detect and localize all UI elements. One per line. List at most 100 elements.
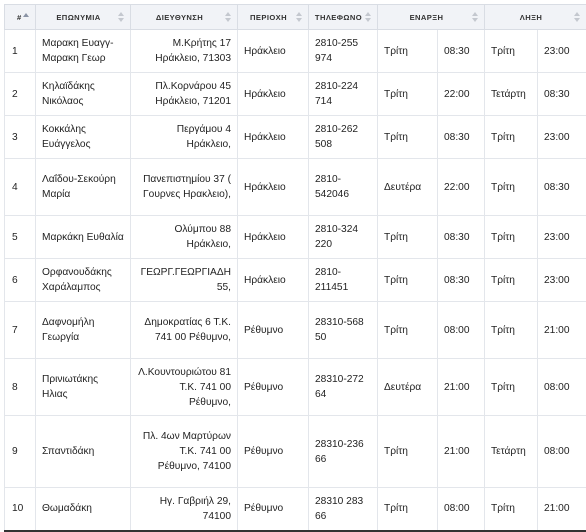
column-header-address-label: ΔΙΕΥΘΥΝΣΗ xyxy=(155,12,204,22)
column-header-phone[interactable]: ΤΗΛΕΦΩΝΟ xyxy=(308,4,378,30)
cell-end-time: 08:30 xyxy=(537,72,586,116)
cell-number: 5 xyxy=(4,215,36,259)
cell-end-day: Τρίτη xyxy=(484,215,538,259)
cell-area: Ρέθυμνο xyxy=(237,415,309,488)
cell-phone: 28310-272 64 xyxy=(308,358,378,416)
cell-name: Κηλαϊδάκης Νικόλαος xyxy=(35,72,131,116)
sort-icon xyxy=(296,12,303,22)
cell-start-day: Τρίτη xyxy=(377,487,438,532)
cell-start-time: 22:00 xyxy=(437,72,485,116)
column-header-name[interactable]: ΕΠΩΝΥΜΙΑ xyxy=(35,4,131,30)
cell-name: Μαρκάκη Ευθαλία xyxy=(35,215,131,259)
cell-number: 1 xyxy=(4,29,36,73)
cell-end-day: Τρίτη xyxy=(484,301,538,359)
column-header-address[interactable]: ΔΙΕΥΘΥΝΣΗ xyxy=(130,4,238,30)
cell-end-time: 21:00 xyxy=(537,301,586,359)
cell-start-day: Δευτέρα xyxy=(377,358,438,416)
column-header-phone-label: ΤΗΛΕΦΩΝΟ xyxy=(314,12,363,22)
cell-area: Ηράκλειο xyxy=(237,29,309,73)
cell-address: Περγάμου 4 Ηράκλειο, xyxy=(130,115,238,159)
table-row: 5 Μαρκάκη Ευθαλία Ολύμπου 88 Ηράκλειο, Η… xyxy=(4,215,586,259)
cell-start-day: Τρίτη xyxy=(377,115,438,159)
column-header-end-label: ΛΗΞΗ xyxy=(519,12,543,22)
table-row: 2 Κηλαϊδάκης Νικόλαος Πλ.Κορνάρου 45 Ηρά… xyxy=(4,72,586,116)
cell-end-time: 23:00 xyxy=(537,29,586,73)
cell-address: ΓΕΩΡΓ.ΓΕΩΡΓΙΑΔΗ 55, xyxy=(130,258,238,302)
header-row: # ΕΠΩΝΥΜΙΑ ΔΙΕΥΘΥΝΣΗ ΠΕΡΙΟΧΗ ΤΗΛΕΦΩΝΟ xyxy=(4,4,586,30)
cell-start-time: 22:00 xyxy=(437,158,485,216)
cell-start-time: 21:00 xyxy=(437,358,485,416)
column-header-area[interactable]: ΠΕΡΙΟΧΗ xyxy=(237,4,309,30)
cell-end-day: Τετάρτη xyxy=(484,415,538,488)
cell-start-time: 08:00 xyxy=(437,487,485,532)
cell-end-time: 08:00 xyxy=(537,415,586,488)
cell-end-time: 23:00 xyxy=(537,115,586,159)
cell-number: 4 xyxy=(4,158,36,216)
column-header-end[interactable]: ΛΗΞΗ xyxy=(484,4,586,30)
cell-end-day: Τρίτη xyxy=(484,29,538,73)
cell-start-time: 08:30 xyxy=(437,29,485,73)
cell-start-day: Δευτέρα xyxy=(377,158,438,216)
table-row: 9 Σπαντιδάκη Πλ. 4ων Μαρτύρων Τ.Κ. 741 0… xyxy=(4,415,586,488)
cell-start-day: Τρίτη xyxy=(377,29,438,73)
cell-phone: 28310-568 50 xyxy=(308,301,378,359)
column-header-start[interactable]: ΕΝΑΡΞΗ xyxy=(377,4,485,30)
column-header-start-label: ΕΝΑΡΞΗ xyxy=(409,12,444,22)
table-row: 6 Ορφανουδάκης Χαράλαμπος ΓΕΩΡΓ.ΓΕΩΡΓΙΑΔ… xyxy=(4,258,586,302)
cell-name: Μαρακη Ευαγγ-Μαρακη Γεωρ xyxy=(35,29,131,73)
column-header-number[interactable]: # xyxy=(4,4,36,30)
cell-phone: 2810-324 220 xyxy=(308,215,378,259)
cell-start-time: 21:00 xyxy=(437,415,485,488)
column-header-name-label: ΕΠΩΝΥΜΙΑ xyxy=(56,12,101,22)
cell-address: Πλ.Κορνάρου 45 Ηράκλειο, 71201 xyxy=(130,72,238,116)
cell-end-day: Τρίτη xyxy=(484,258,538,302)
table-row: 4 Λαΐδου-Σεκούρη Μαρία Πανεπιστημίου 37 … xyxy=(4,158,586,216)
cell-number: 8 xyxy=(4,358,36,416)
cell-phone: 2810-211451 xyxy=(308,258,378,302)
cell-area: Ηράκλειο xyxy=(237,258,309,302)
table-body: 1 Μαρακη Ευαγγ-Μαρακη Γεωρ Μ.Κρήτης 17 Η… xyxy=(4,29,586,532)
cell-area: Ηράκλειο xyxy=(237,72,309,116)
cell-number: 9 xyxy=(4,415,36,488)
cell-area: Ηράκλειο xyxy=(237,158,309,216)
cell-phone: 28310-236 66 xyxy=(308,415,378,488)
cell-number: 6 xyxy=(4,258,36,302)
cell-start-day: Τρίτη xyxy=(377,258,438,302)
cell-phone: 28310 283 66 xyxy=(308,487,378,532)
cell-address: Πλ. 4ων Μαρτύρων Τ.Κ. 741 00 Ρέθυμνο, 74… xyxy=(130,415,238,488)
cell-end-time: 08:30 xyxy=(537,158,586,216)
cell-start-day: Τρίτη xyxy=(377,215,438,259)
cell-end-day: Τρίτη xyxy=(484,358,538,416)
cell-address: Ηγ. Γαβριήλ 29, 74100 xyxy=(130,487,238,532)
sort-icon xyxy=(472,12,479,22)
cell-start-time: 08:30 xyxy=(437,215,485,259)
cell-phone: 2810-262 508 xyxy=(308,115,378,159)
cell-address: Ολύμπου 88 Ηράκλειο, xyxy=(130,215,238,259)
cell-number: 3 xyxy=(4,115,36,159)
cell-address: Λ.Κουντουριώτου 81 Τ.Κ. 741 00 Ρέθυμνο, xyxy=(130,358,238,416)
cell-name: Ορφανουδάκης Χαράλαμπος xyxy=(35,258,131,302)
cell-number: 10 xyxy=(4,487,36,532)
cell-start-time: 08:30 xyxy=(437,258,485,302)
pharmacy-duty-table: # ΕΠΩΝΥΜΙΑ ΔΙΕΥΘΥΝΣΗ ΠΕΡΙΟΧΗ ΤΗΛΕΦΩΝΟ xyxy=(4,4,586,532)
cell-end-day: Τρίτη xyxy=(484,115,538,159)
cell-area: Ρέθυμνο xyxy=(237,358,309,416)
cell-phone: 2810-224 714 xyxy=(308,72,378,116)
table-row: 7 Δαφνομήλη Γεωργία Δημοκρατίας 6 Τ.Κ. 7… xyxy=(4,301,586,359)
cell-name: Λαΐδου-Σεκούρη Μαρία xyxy=(35,158,131,216)
cell-area: Ηράκλειο xyxy=(237,115,309,159)
cell-phone: 2810-542046 xyxy=(308,158,378,216)
table-row: 10 Θωμαδάκη Ηγ. Γαβριήλ 29, 74100 Ρέθυμν… xyxy=(4,487,586,532)
cell-number: 7 xyxy=(4,301,36,359)
cell-area: Ρέθυμνο xyxy=(237,487,309,532)
cell-start-day: Τρίτη xyxy=(377,415,438,488)
cell-address: Μ.Κρήτης 17 Ηράκλειο, 71303 xyxy=(130,29,238,73)
cell-end-time: 23:00 xyxy=(537,215,586,259)
cell-name: Σπαντιδάκη xyxy=(35,415,131,488)
cell-end-day: Τετάρτη xyxy=(484,72,538,116)
table-row: 8 Πρινιωτάκης Ηλιας Λ.Κουντουριώτου 81 Τ… xyxy=(4,358,586,416)
sort-icon xyxy=(225,12,232,22)
cell-number: 2 xyxy=(4,72,36,116)
cell-area: Ρέθυμνο xyxy=(237,301,309,359)
